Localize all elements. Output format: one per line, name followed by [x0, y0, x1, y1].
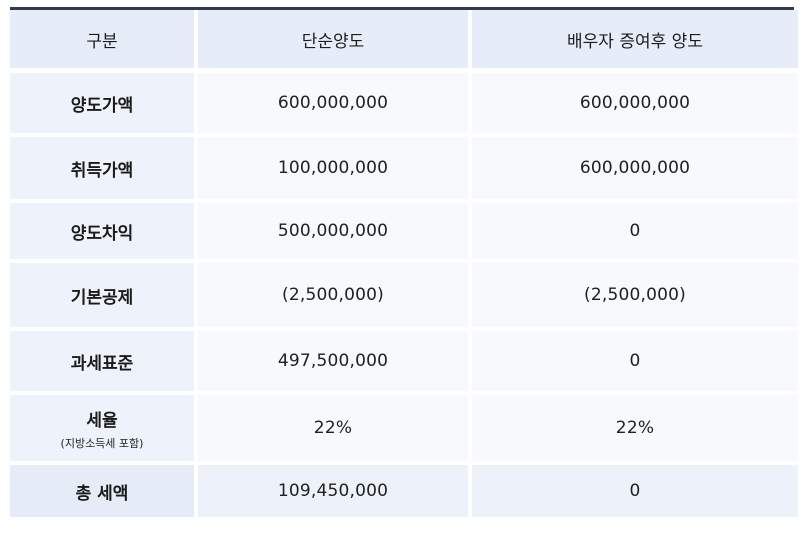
header-category: 구분 — [10, 10, 194, 68]
tax-comparison-table: 구분 단순양도 배우자 증여후 양도 양도가액 600,000,000 600,… — [10, 10, 798, 521]
gift-transfer-value: 0 — [472, 203, 798, 259]
row-label-text: 기본공제 — [70, 287, 134, 308]
simple-transfer-value: 500,000,000 — [198, 203, 468, 259]
row-label: 과세표준 — [10, 331, 194, 391]
simple-transfer-value: 497,500,000 — [198, 331, 468, 391]
table-row: 세율 (지방소득세 포함) 22% 22% — [10, 395, 798, 461]
header-simple-transfer: 단순양도 — [198, 10, 468, 68]
row-label-text: 취득가액 — [70, 160, 134, 181]
table-row: 과세표준 497,500,000 0 — [10, 331, 798, 391]
simple-transfer-value: 100,000,000 — [198, 137, 468, 199]
simple-transfer-value: (2,500,000) — [198, 263, 468, 327]
table-row: 기본공제 (2,500,000) (2,500,000) — [10, 263, 798, 327]
gift-transfer-value: 600,000,000 — [472, 73, 798, 133]
table-row: 양도차익 500,000,000 0 — [10, 203, 798, 259]
table-row-total: 총 세액 109,450,000 0 — [10, 465, 798, 517]
simple-transfer-value: 109,450,000 — [198, 465, 468, 517]
row-label: 취득가액 — [10, 137, 194, 199]
table-header-row: 구분 단순양도 배우자 증여후 양도 — [10, 10, 798, 68]
row-label: 양도가액 — [10, 73, 194, 133]
row-label-subtext: (지방소득세 포함) — [60, 436, 144, 450]
row-label-text: 세율 — [86, 410, 118, 431]
row-label-text: 양도가액 — [70, 95, 134, 116]
table-row: 양도가액 600,000,000 600,000,000 — [10, 73, 798, 133]
gift-transfer-value: 0 — [472, 465, 798, 517]
gift-transfer-value: 600,000,000 — [472, 137, 798, 199]
row-label: 양도차익 — [10, 203, 194, 259]
row-label-text: 과세표준 — [70, 353, 134, 374]
row-label-text: 총 세액 — [75, 483, 129, 504]
simple-transfer-value: 600,000,000 — [198, 73, 468, 133]
row-label: 총 세액 — [10, 465, 194, 517]
gift-transfer-value: 22% — [472, 395, 798, 461]
table-row: 취득가액 100,000,000 600,000,000 — [10, 137, 798, 199]
header-transfer-after-spouse-gift: 배우자 증여후 양도 — [472, 10, 798, 68]
gift-transfer-value: 0 — [472, 331, 798, 391]
row-label: 기본공제 — [10, 263, 194, 327]
simple-transfer-value: 22% — [198, 395, 468, 461]
row-label-text: 양도차익 — [70, 223, 134, 244]
gift-transfer-value: (2,500,000) — [472, 263, 798, 327]
table-top-rule — [10, 7, 794, 10]
row-label: 세율 (지방소득세 포함) — [10, 395, 194, 461]
